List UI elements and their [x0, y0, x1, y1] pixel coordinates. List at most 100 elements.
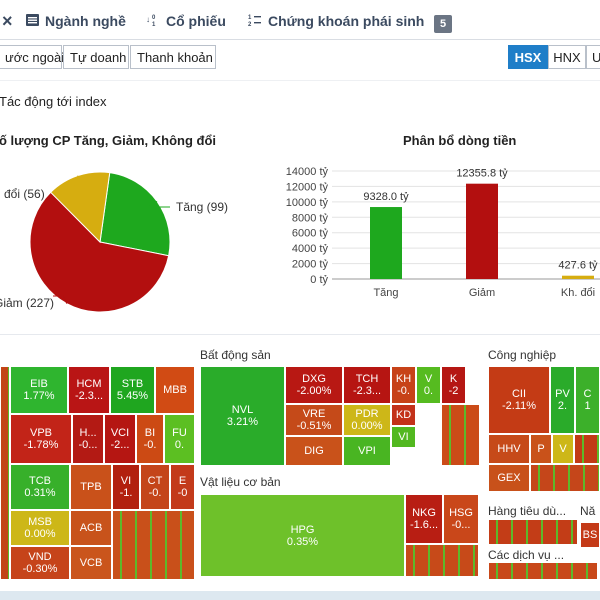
cell-change: -2.00% — [296, 385, 332, 397]
treemap-cell-small[interactable] — [488, 562, 598, 580]
treemap-cell[interactable]: CII -2.11% — [488, 366, 550, 434]
treemap-cell[interactable]: BI -0. — [136, 414, 164, 464]
bar — [466, 183, 498, 279]
cell-change: -0. — [397, 385, 410, 397]
treemap-cell[interactable]: VCI -2... — [104, 414, 136, 464]
exchange-upcom-button[interactable]: U — [586, 45, 600, 69]
treemap-cell[interactable]: STB 5.45% — [110, 366, 155, 414]
treemap-cell-small[interactable] — [441, 404, 480, 466]
treemap-cell[interactable]: HCM -2.3... — [68, 366, 110, 414]
cell-change: 0. — [174, 439, 185, 451]
cell-symbol: HSG — [449, 507, 473, 519]
cell-change: -1.78% — [23, 439, 59, 451]
treemap-cell[interactable]: PV 2. — [550, 366, 575, 434]
treemap-cell[interactable]: GEX — [488, 464, 530, 492]
group-title: Các dịch vụ ... — [488, 548, 565, 562]
tab-nganh-nghe[interactable]: Ngành nghề — [26, 10, 126, 32]
treemap-cell[interactable]: V 0. — [416, 366, 441, 404]
treemap-cell[interactable]: E -0 — [170, 464, 195, 510]
treemap-cell[interactable]: KD — [391, 404, 416, 426]
treemap-cell[interactable]: P — [530, 434, 552, 464]
pie-chart: Tăng (99) Giảm (227) đổi (56) — [0, 171, 228, 313]
treemap-cell-small[interactable] — [574, 434, 600, 464]
treemap-cell[interactable]: VRE -0.51% — [285, 404, 343, 436]
treemap-cell[interactable]: FU 0. — [164, 414, 195, 464]
x-tick-label: Kh. đổi — [561, 287, 595, 299]
treemap-cell[interactable]: TCB 0.31% — [10, 464, 70, 510]
treemap-cell[interactable]: VCB — [70, 546, 112, 580]
treemap-cell[interactable]: H... -0... — [72, 414, 104, 464]
treemap-cell[interactable]: V — [552, 434, 574, 464]
pie-label: Giảm (227) — [0, 296, 54, 310]
treemap-cell[interactable]: CT -0. — [140, 464, 170, 510]
treemap-cell[interactable]: TCH -2.3... — [343, 366, 391, 404]
treemap-cell[interactable]: EIB 1.77% — [10, 366, 68, 414]
treemap-cell-small[interactable] — [488, 519, 578, 545]
tab-co-phieu[interactable]: ↓ 0 1 Cổ phiếu — [146, 10, 226, 32]
cell-change: -0. — [143, 439, 157, 451]
cell-change: -0.51% — [296, 420, 332, 432]
treemap-cell[interactable]: MBB — [155, 366, 195, 414]
treemap-cell[interactable]: TPB — [70, 464, 112, 510]
bar-value-label: 427.6 tỷ — [558, 260, 598, 272]
pie-connector — [53, 295, 68, 304]
treemap-cell[interactable]: BS — [580, 522, 600, 548]
subtab-thanh-khoan[interactable]: Thanh khoản — [130, 45, 216, 69]
subtab-tu-doanh[interactable]: Tự doanh — [63, 45, 129, 69]
cell-change: -1.6... — [409, 519, 439, 531]
treemap-cell[interactable]: VPI — [343, 436, 391, 466]
cell-symbol: VND — [28, 551, 52, 563]
group-title: Bất động sản — [200, 348, 271, 362]
treemap-cell[interactable]: MSB 0.00% — [10, 510, 70, 546]
group-title: Vật liệu cơ bản — [200, 475, 281, 489]
tab-close-button[interactable]: × — [2, 10, 13, 32]
cell-symbol: STB — [121, 378, 144, 390]
x-tick-label: Giảm — [469, 287, 495, 299]
y-tick-label: 0 tỷ — [310, 274, 328, 286]
cell-change: -0. — [148, 487, 162, 499]
subtab-nuoc-ngoai[interactable]: ước ngoài — [0, 45, 64, 69]
treemap-cell[interactable]: HSG -0... — [443, 494, 479, 544]
svg-text:1: 1 — [248, 15, 252, 21]
treemap-cell-small[interactable] — [0, 366, 10, 580]
treemap-cell[interactable]: DXG -2.00% — [285, 366, 343, 404]
pie-connector — [144, 201, 170, 208]
cell-symbol: VI — [398, 431, 409, 443]
treemap-cell[interactable]: VI — [391, 426, 416, 448]
tab-label: Ngành nghề — [45, 13, 126, 29]
svg-text:0: 0 — [152, 15, 156, 21]
treemap-cell[interactable]: KH -0. — [391, 366, 416, 404]
treemap-cell[interactable]: VI -1. — [112, 464, 140, 510]
cell-change: 3.21% — [226, 416, 259, 428]
exchange-hsx-button[interactable]: HSX — [508, 45, 548, 69]
treemap-cell[interactable]: VPB -1.78% — [10, 414, 72, 464]
treemap-cell[interactable]: HHV — [488, 434, 530, 464]
pie-label: đổi (56) — [4, 187, 45, 201]
y-tick-label: 10000 tỷ — [286, 197, 329, 209]
treemap-cell-small[interactable] — [405, 544, 479, 577]
y-tick-label: 12000 tỷ — [286, 181, 329, 193]
cell-symbol: MSB — [28, 516, 52, 528]
treemap-cell[interactable]: K -2 — [441, 366, 466, 404]
treemap-cell[interactable]: NVL 3.21% — [200, 366, 285, 466]
pie-chart-title: ố lượng CP Tăng, Giảm, Không đổi — [0, 133, 217, 148]
treemap-cell-small[interactable] — [530, 464, 600, 492]
treemap-cell[interactable]: VND -0.30% — [10, 546, 70, 580]
exchange-hnx-button[interactable]: HNX — [548, 45, 586, 69]
treemap-cell[interactable]: DIG — [285, 436, 343, 466]
group-title: Công nghiệp — [488, 348, 557, 362]
bar — [370, 207, 402, 279]
pie-slice — [29, 191, 170, 313]
treemap-cell[interactable]: ACB — [70, 510, 112, 546]
cell-change: -2 — [448, 385, 459, 397]
treemap-cell[interactable]: PDR 0.00% — [343, 404, 391, 436]
group-title: Hàng tiêu dù... — [488, 504, 567, 518]
treemap-cell-small[interactable] — [112, 510, 195, 580]
cell-change: 0.35% — [286, 535, 319, 548]
treemap-cell[interactable]: HPG 0.35% — [200, 494, 405, 577]
treemap-cell[interactable]: NKG -1.6... — [405, 494, 443, 544]
cell-symbol: NKG — [412, 507, 436, 519]
